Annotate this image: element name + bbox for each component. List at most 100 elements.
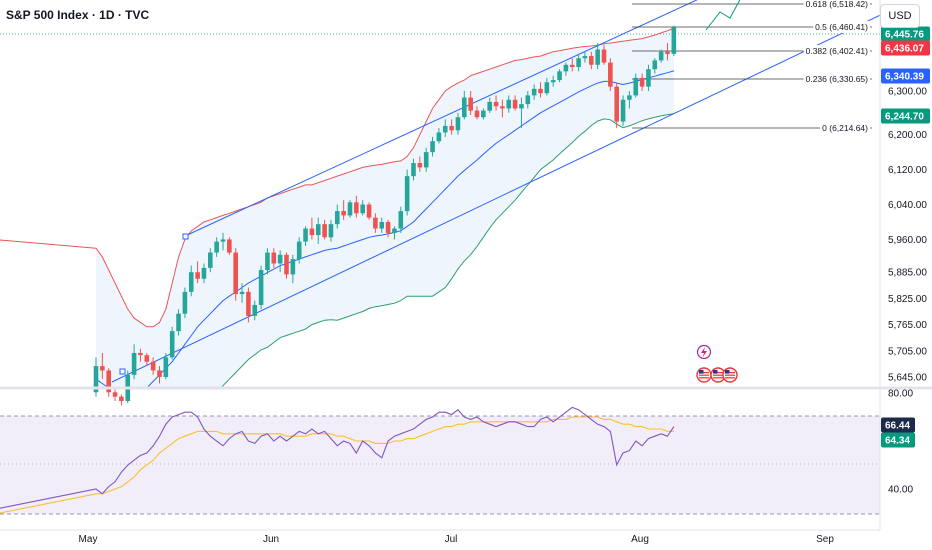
candle bbox=[563, 62, 569, 76]
price-tick-label: 5,825.00 bbox=[888, 294, 927, 305]
fib-label-bg bbox=[803, 45, 871, 57]
bb-fill bbox=[96, 28, 674, 388]
candle bbox=[512, 95, 518, 111]
candlesticks bbox=[93, 25, 677, 406]
candle bbox=[265, 248, 270, 275]
candle bbox=[430, 136, 435, 157]
candle bbox=[652, 58, 658, 74]
candle bbox=[284, 252, 289, 279]
time-axis[interactable]: May Jun Jul Aug Sep bbox=[0, 529, 880, 545]
month-label: Aug bbox=[631, 534, 649, 545]
svg-text:66.44: 66.44 bbox=[885, 421, 910, 432]
candle bbox=[315, 217, 321, 244]
price-tag: 6,445.76 bbox=[881, 26, 930, 42]
month-label: Jul bbox=[445, 534, 458, 545]
candle bbox=[271, 248, 277, 268]
lightning-event-icon[interactable] bbox=[696, 344, 712, 360]
candle bbox=[544, 77, 550, 96]
rsi-line bbox=[0, 406, 675, 509]
event-markers[interactable] bbox=[696, 344, 738, 383]
candle bbox=[157, 366, 162, 384]
candle bbox=[119, 394, 124, 406]
month-label: May bbox=[79, 534, 98, 545]
svg-text:6,244.70: 6,244.70 bbox=[885, 112, 924, 123]
candle bbox=[373, 213, 378, 233]
candle bbox=[328, 219, 334, 242]
candle bbox=[442, 119, 448, 137]
candle bbox=[671, 25, 677, 57]
rsi-ma-line bbox=[0, 416, 674, 514]
fib-label: 0 (6,214.64) bbox=[822, 123, 868, 133]
price-tick-label: 5,705.00 bbox=[888, 346, 927, 357]
candle bbox=[449, 119, 454, 135]
candle bbox=[341, 200, 346, 220]
candle bbox=[481, 108, 486, 120]
candle bbox=[474, 106, 480, 120]
candle bbox=[500, 99, 505, 118]
candle bbox=[112, 387, 118, 402]
bollinger-bands bbox=[0, 27, 880, 388]
candle bbox=[131, 344, 137, 380]
candle bbox=[303, 226, 308, 247]
fib-label-bg bbox=[803, 0, 871, 10]
candle bbox=[322, 219, 327, 240]
candle bbox=[309, 217, 315, 240]
candle bbox=[246, 287, 251, 323]
candle bbox=[462, 91, 467, 120]
candle bbox=[411, 158, 416, 181]
fib-label: 0.5 (6,460.41) bbox=[815, 22, 868, 32]
channel-handle[interactable] bbox=[182, 233, 189, 240]
fibonacci-levels[interactable]: 0.618 (6,518.42) 0.5 (6,460.41) 0.382 (6,4… bbox=[632, 0, 872, 134]
candle bbox=[627, 91, 632, 109]
candle bbox=[239, 283, 245, 303]
candle bbox=[487, 97, 492, 113]
svg-text:64.34: 64.34 bbox=[885, 436, 910, 447]
price-tag: 6,340.39 bbox=[881, 68, 930, 84]
candle bbox=[608, 58, 613, 91]
fib-label-bg bbox=[820, 122, 871, 134]
candle bbox=[639, 73, 645, 91]
candle bbox=[423, 147, 429, 172]
currency-button[interactable]: USD bbox=[880, 4, 920, 28]
us-flag-event-icon[interactable] bbox=[722, 367, 738, 383]
candle bbox=[214, 237, 219, 257]
channel-lower-line[interactable] bbox=[111, 8, 895, 383]
price-tag: 6,436.07 bbox=[881, 40, 930, 56]
candle bbox=[290, 254, 296, 284]
candle bbox=[582, 51, 588, 63]
candle bbox=[620, 95, 626, 126]
fib-label: 0.236 (6,330.65) bbox=[806, 74, 869, 84]
candle bbox=[252, 300, 258, 321]
candle bbox=[601, 45, 607, 65]
projection-path[interactable] bbox=[705, 0, 742, 31]
candle bbox=[277, 250, 283, 273]
candle bbox=[614, 82, 619, 129]
price-tick-label: 6,040.00 bbox=[888, 200, 927, 211]
candle bbox=[150, 357, 156, 375]
channel-handle[interactable] bbox=[119, 368, 126, 375]
price-tag: 6,244.70 bbox=[881, 108, 930, 124]
bb-upper-lead bbox=[0, 239, 97, 249]
price-tick-label: 5,645.00 bbox=[888, 373, 927, 384]
us-flag-event-icon[interactable] bbox=[696, 367, 712, 383]
svg-text:6,340.39: 6,340.39 bbox=[885, 72, 924, 83]
rsi-tag: 64.34 bbox=[881, 432, 915, 448]
rsi-tick-label: 40.00 bbox=[888, 485, 913, 496]
rsi-pane bbox=[0, 406, 880, 515]
bb-lower bbox=[221, 113, 674, 388]
candle bbox=[531, 84, 537, 100]
month-label: Sep bbox=[816, 534, 834, 545]
candle bbox=[595, 42, 600, 70]
candle bbox=[169, 326, 175, 360]
rsi-tick-label: 80.00 bbox=[888, 389, 913, 400]
price-tags: 6,445.76 6,436.07 6,340.39 6,244.70 66.44 64.… bbox=[881, 26, 930, 448]
chart-title: S&P 500 Index · 1D · TVC bbox=[6, 8, 150, 22]
candle bbox=[347, 200, 353, 218]
candle bbox=[550, 75, 556, 87]
bb-basis bbox=[95, 70, 675, 388]
price-axis[interactable]: 5,645.00 5,705.00 5,765.00 5,825.00 5,885.00… bbox=[879, 0, 927, 530]
candle bbox=[398, 206, 404, 233]
candle bbox=[417, 156, 423, 172]
candle bbox=[138, 348, 143, 362]
